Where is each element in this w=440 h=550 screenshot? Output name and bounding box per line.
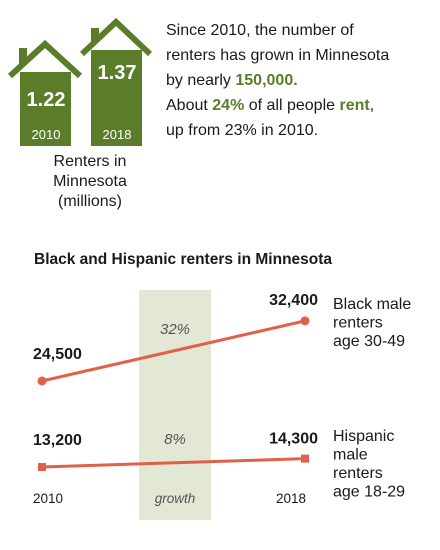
house-2010-body bbox=[20, 72, 71, 146]
chart-title: Black and Hispanic renters in Minnesota bbox=[34, 251, 333, 268]
summary-line-3-prefix: by nearly bbox=[166, 72, 236, 89]
black-renters-name-line-3: age 30-49 bbox=[333, 333, 405, 350]
summary-line-3: by nearly 150,000. bbox=[166, 68, 436, 93]
black-renters-label-2018: 32,400 bbox=[269, 292, 318, 309]
house-2018-chimney bbox=[91, 28, 99, 42]
black-renters-name-line-1: Black male bbox=[333, 296, 411, 313]
house-2010-year: 2010 bbox=[32, 127, 61, 142]
summary-highlight-rent: rent bbox=[339, 97, 370, 114]
caption-line-3: (millions) bbox=[58, 193, 122, 210]
black-renters-label-2010: 24,500 bbox=[33, 346, 82, 363]
house-2010: 1.22 2010 bbox=[7, 39, 83, 146]
summary-line-4-suffix: , bbox=[369, 97, 375, 114]
hispanic-renters-label-2010: 13,200 bbox=[33, 432, 82, 449]
summary-line-4-mid: of all people bbox=[244, 97, 340, 114]
renters-houses-graphic: 1.22 2010 1.37 2018 bbox=[7, 17, 153, 146]
caption-line-2: Minnesota bbox=[53, 173, 127, 190]
summary-line-1: Since 2010, the number of bbox=[166, 22, 354, 39]
summary-line-4: About 24% of all people rent, bbox=[166, 93, 436, 118]
summary-highlight-24-percent: 24% bbox=[212, 97, 245, 114]
house-2010-chimney bbox=[19, 48, 27, 64]
hispanic-renters-point-2010 bbox=[38, 463, 46, 471]
house-2018-roof-icon bbox=[79, 17, 153, 57]
hispanic-renters-name-line-4: age 18-29 bbox=[333, 484, 405, 501]
hispanic-renters-line bbox=[41, 457, 306, 469]
hispanic-renters-name-line-1: Hispanic bbox=[333, 428, 394, 445]
hispanic-renters-label-2018: 14,300 bbox=[269, 431, 318, 448]
house-2010-value: 1.22 bbox=[27, 89, 66, 111]
house-2018: 1.37 2018 bbox=[79, 17, 153, 146]
hispanic-renters-name-line-3: renters bbox=[333, 465, 383, 482]
x-tick-2010: 2010 bbox=[33, 491, 63, 506]
house-2018-body bbox=[91, 50, 142, 146]
growth-axis-label: growth bbox=[155, 491, 196, 506]
black-renters-growth-label: 32% bbox=[160, 321, 190, 338]
houses-caption: Renters in Minnesota (millions) bbox=[40, 152, 140, 212]
black-renters-name-line-2: renters bbox=[333, 315, 383, 332]
x-tick-2018: 2018 bbox=[276, 491, 306, 506]
caption-line-1: Renters in bbox=[53, 153, 127, 170]
growth-band bbox=[139, 290, 211, 520]
black-renters-line bbox=[41, 319, 306, 383]
black-renters-point-2018 bbox=[300, 316, 310, 326]
summary-line-5: up from 23% in 2010. bbox=[166, 122, 319, 139]
hispanic-renters-growth-label: 8% bbox=[164, 431, 186, 448]
hispanic-renters-point-2018 bbox=[301, 454, 309, 463]
summary-line-4-prefix: About bbox=[166, 97, 213, 114]
house-2010-roof-icon bbox=[7, 39, 83, 79]
house-2018-value: 1.37 bbox=[98, 62, 137, 84]
summary-highlight-150000: 150,000. bbox=[235, 72, 298, 89]
black-renters-point-2010 bbox=[37, 376, 47, 386]
house-2018-year: 2018 bbox=[103, 127, 132, 142]
summary-line-2: renters has grown in Minnesota bbox=[166, 47, 390, 64]
hispanic-renters-name-line-2: male bbox=[333, 447, 368, 464]
summary-text: Since 2010, the number of renters has gr… bbox=[166, 18, 436, 143]
